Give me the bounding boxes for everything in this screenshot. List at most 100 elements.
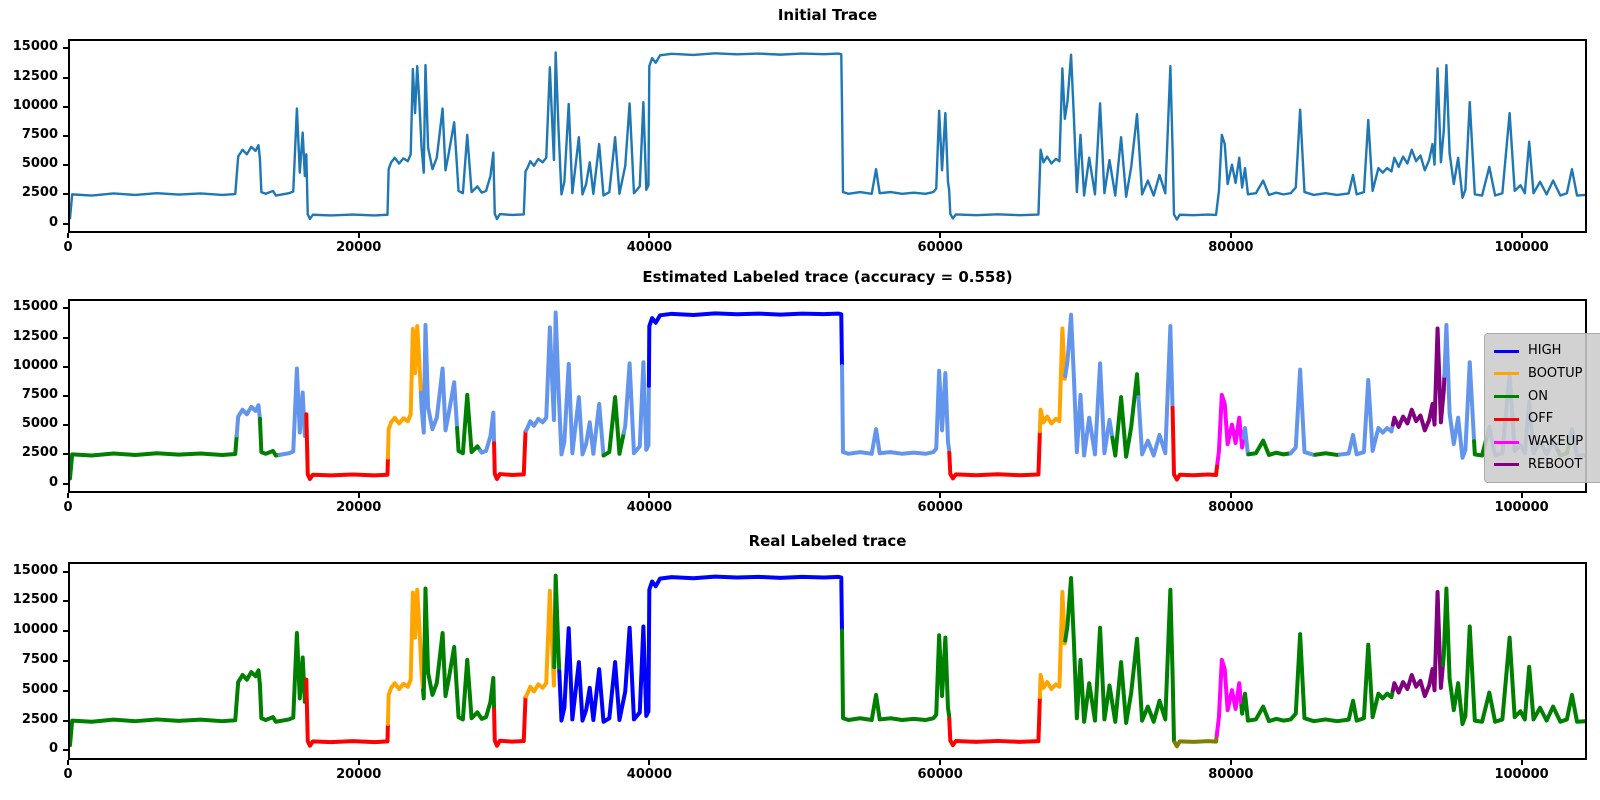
legend-label: REBOOT: [1528, 456, 1583, 472]
x-tick-label: 20000: [336, 240, 382, 255]
legend: HIGH BOOTUP ON OFF WAKEUP REBOOT: [1484, 333, 1600, 483]
trace-segment-WAKEUP: [1217, 660, 1242, 736]
trace-segment-OFF: [306, 680, 388, 746]
trace-segment-OFF: [949, 431, 1040, 478]
legend-label: HIGH: [1528, 343, 1562, 358]
trace-segment-UNLABELED: [624, 362, 649, 453]
trace-segment-UNLABELED: [480, 413, 494, 453]
trace-segment-UNLABELED: [1444, 325, 1474, 458]
legend-label: ON: [1528, 388, 1548, 404]
legend-line-on: [1494, 395, 1519, 399]
trace-segment-BOOTUP: [526, 591, 554, 697]
x-tick: [1229, 493, 1232, 498]
y-tick-label: 12500: [12, 592, 58, 608]
subplot-initial-trace: Initial Trace 0 20000 40000 60000 80000 10000…: [0, 0, 1600, 260]
y-tick-label: 12500: [12, 328, 58, 344]
y-tick: [63, 76, 68, 79]
x-tick: [939, 493, 942, 498]
x-tick-label: 60000: [917, 240, 963, 255]
subplot-estimated-labeled-trace: Estimated Labeled trace (accuracy = 0.55…: [0, 260, 1600, 522]
trace-segment-REBOOT: [1393, 328, 1444, 430]
x-tick: [648, 760, 651, 765]
y-tick: [63, 193, 68, 196]
trace-segment-SLEEP: [1175, 736, 1217, 747]
legend-line-bootup: [1494, 372, 1519, 376]
y-tick-label: 10000: [12, 622, 58, 638]
trace-segment-ON: [1112, 374, 1138, 456]
x-tick-label: 40000: [626, 500, 673, 515]
y-tick-label: 0: [48, 741, 58, 757]
trace-segment-OFF: [494, 431, 526, 479]
x-tick-label: 100000: [1494, 500, 1549, 515]
y-tick: [63, 222, 68, 225]
legend-line-high: [1494, 349, 1519, 353]
x-tick: [648, 493, 651, 498]
trace-segment-BOOTUP: [1040, 328, 1065, 431]
y-tick: [63, 135, 68, 137]
legend-label: BOOTUP: [1528, 365, 1583, 381]
y-tick: [63, 395, 68, 397]
y-tick: [63, 689, 68, 692]
y-tick-label: 5000: [21, 416, 58, 432]
y-tick-label: 15000: [12, 39, 58, 55]
trace-segment-ON: [1249, 441, 1291, 455]
trace-segment-UNLABELED: [842, 366, 949, 454]
x-tick-label: 80000: [1208, 240, 1254, 255]
plot-area: [68, 299, 1587, 493]
legend-item: OFF: [1494, 409, 1600, 429]
y-tick-label: 12500: [12, 68, 58, 84]
y-tick-label: 7500: [21, 127, 58, 142]
trace-segment-UNLABELED: [237, 405, 260, 435]
x-tick: [67, 493, 69, 498]
x-tick: [939, 760, 942, 765]
y-tick-label: 2500: [21, 711, 58, 727]
legend-line-off: [1494, 417, 1519, 421]
trace-segment-OFF: [494, 696, 526, 745]
trace-segment-UNLABELED: [526, 312, 604, 455]
trace-segment-BOOTUP: [1040, 592, 1065, 697]
trace-segment-OFF: [949, 697, 1040, 745]
legend-label: WAKEUP: [1528, 434, 1584, 450]
legend-item: ON: [1494, 387, 1600, 407]
trace-segment-UNLABELED: [421, 325, 457, 433]
x-tick: [67, 760, 69, 765]
plot-title: Initial Trace: [777, 6, 878, 24]
trace-segment-HIGH: [649, 313, 842, 385]
x-tick-label: 0: [63, 500, 73, 515]
trace-lines: [70, 41, 1585, 231]
x-tick: [1520, 233, 1523, 238]
legend-line-reboot: [1494, 463, 1519, 467]
trace-segment-trace: [70, 52, 1585, 219]
x-tick: [1229, 760, 1232, 765]
trace-segment-ON: [1241, 634, 1393, 721]
trace-segment-UNLABELED: [1340, 380, 1393, 455]
y-tick: [63, 570, 68, 573]
y-tick: [63, 105, 68, 108]
x-tick-label: 40000: [626, 767, 673, 782]
y-tick-label: 15000: [12, 299, 58, 315]
legend-line-wakeup: [1494, 440, 1519, 444]
x-tick: [1520, 493, 1523, 498]
y-tick: [63, 630, 68, 633]
trace-segment-REBOOT: [1393, 592, 1443, 696]
y-tick-label: 0: [48, 474, 58, 490]
legend-item: BOOTUP: [1494, 364, 1600, 384]
y-tick-label: 5000: [21, 156, 58, 172]
plot-title: Estimated Labeled trace (accuracy = 0.55…: [642, 268, 1013, 286]
legend-item: REBOOT: [1494, 455, 1600, 475]
y-tick: [63, 660, 68, 662]
x-tick-label: 40000: [626, 240, 673, 255]
x-tick-label: 60000: [917, 500, 963, 515]
trace-segment-UNLABELED: [1138, 326, 1172, 455]
x-tick: [67, 233, 69, 238]
trace-segment-ON: [604, 397, 624, 455]
trace-lines: [70, 301, 1585, 491]
legend-item: WAKEUP: [1494, 432, 1600, 452]
plot-title: Real Labeled trace: [748, 532, 907, 550]
trace-segment-UNLABELED: [1065, 315, 1112, 456]
x-tick-label: 20000: [336, 767, 382, 782]
y-tick-label: 2500: [21, 185, 58, 201]
x-tick: [1520, 760, 1523, 765]
x-tick: [357, 233, 360, 238]
